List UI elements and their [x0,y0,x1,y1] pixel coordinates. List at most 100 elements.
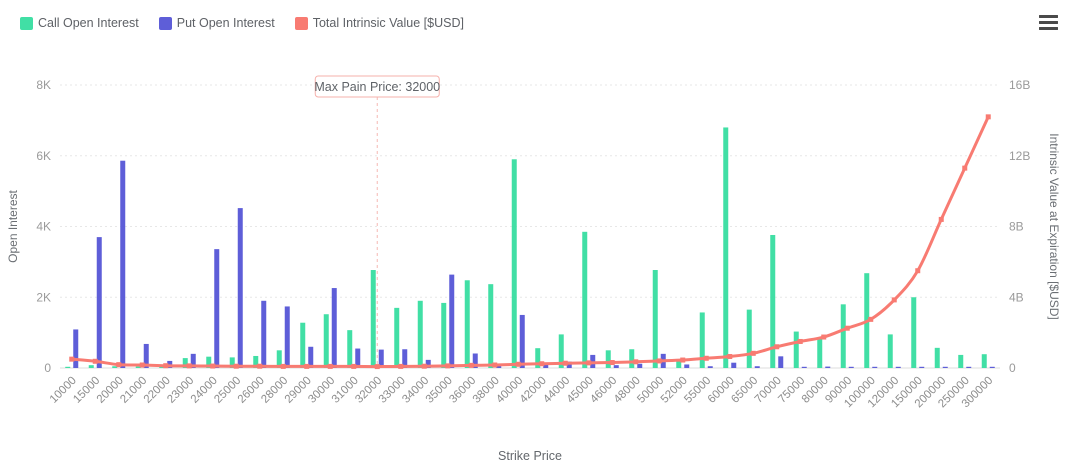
call-oi-bar[interactable] [488,284,494,368]
put-oi-bar[interactable] [308,346,314,368]
put-oi-bar[interactable] [731,362,737,368]
intrinsic-value-point[interactable] [891,297,897,303]
put-oi-bar[interactable] [214,249,220,368]
intrinsic-value-point[interactable] [515,361,521,367]
call-oi-bar[interactable] [394,307,400,368]
intrinsic-value-point[interactable] [727,354,733,360]
call-oi-bar[interactable] [88,365,94,368]
intrinsic-value-point[interactable] [116,362,122,368]
intrinsic-value-point[interactable] [962,165,968,171]
call-oi-bar[interactable] [323,314,329,368]
intrinsic-value-point[interactable] [210,363,216,369]
legend-item-put-open-interest[interactable]: Put Open Interest [158,16,275,30]
call-oi-bar[interactable] [441,302,447,368]
put-oi-bar[interactable] [778,356,784,368]
intrinsic-value-point[interactable] [186,363,192,369]
put-oi-bar[interactable] [402,349,408,368]
total-intrinsic-value-line[interactable] [69,114,991,370]
call-oi-bar[interactable] [370,270,376,368]
put-oi-bar[interactable] [355,348,361,368]
call-oi-bar[interactable] [511,159,517,368]
call-oi-bar[interactable] [347,330,353,368]
call-oi-bar[interactable] [582,231,588,368]
call-oi-bar[interactable] [65,366,71,368]
call-oi-bar[interactable] [253,355,259,368]
intrinsic-value-point[interactable] [69,356,75,362]
call-oi-bar[interactable] [206,356,212,368]
intrinsic-value-point[interactable] [233,363,239,369]
put-oi-bar[interactable] [613,365,619,368]
call-oi-bar[interactable] [112,366,118,368]
call-oi-bar[interactable] [629,349,635,368]
call-oi-bar[interactable] [746,309,752,368]
intrinsic-value-point[interactable] [139,362,145,368]
put-oi-bar[interactable] [966,366,972,368]
intrinsic-value-point[interactable] [562,360,568,366]
intrinsic-value-point[interactable] [327,363,333,369]
call-oi-bar[interactable] [135,366,141,368]
put-oi-bar[interactable] [237,208,243,368]
intrinsic-value-point[interactable] [680,357,686,363]
intrinsic-value-point[interactable] [468,362,474,368]
put-oi-bar[interactable] [872,366,878,368]
legend-item-call-open-interest[interactable]: Call Open Interest [20,16,139,30]
put-oi-bar[interactable] [472,353,478,368]
call-oi-bar[interactable] [605,350,611,368]
intrinsic-value-point[interactable] [633,359,639,365]
intrinsic-value-point[interactable] [398,363,404,369]
put-oi-bar[interactable] [919,366,925,368]
call-oi-bar[interactable] [300,322,306,368]
put-oi-bar[interactable] [519,314,525,368]
put-oi-bar[interactable] [449,274,455,368]
call-oi-bar[interactable] [535,348,541,368]
call-oi-bar[interactable] [840,304,846,368]
put-oi-bar[interactable] [96,237,102,368]
put-oi-bar[interactable] [801,366,807,368]
put-oi-bar[interactable] [73,329,79,368]
call-oi-bar[interactable] [911,297,917,368]
put-oi-bar[interactable] [825,366,831,368]
intrinsic-value-point[interactable] [257,363,263,369]
put-oi-bar[interactable] [331,288,337,368]
call-oi-bar[interactable] [817,338,823,368]
intrinsic-value-point[interactable] [985,114,991,120]
put-oi-bar[interactable] [754,366,760,368]
put-oi-bar[interactable] [684,364,690,368]
call-oi-bar[interactable] [182,358,188,368]
call-oi-bar[interactable] [699,312,705,368]
call-oi-bar[interactable] [652,270,658,368]
put-oi-bar[interactable] [425,359,431,368]
intrinsic-value-point[interactable] [915,268,921,274]
intrinsic-value-point[interactable] [797,338,803,344]
put-oi-bar[interactable] [543,362,549,368]
call-oi-bar[interactable] [229,357,235,368]
intrinsic-value-point[interactable] [421,363,427,369]
put-oi-bar[interactable] [637,363,643,368]
call-oi-bar[interactable] [981,354,987,368]
intrinsic-value-point[interactable] [304,363,310,369]
intrinsic-value-point[interactable] [703,355,709,361]
intrinsic-value-point[interactable] [280,363,286,369]
intrinsic-value-point[interactable] [821,334,827,340]
call-oi-bar[interactable] [417,300,423,368]
put-oi-bar[interactable] [707,366,713,368]
put-oi-bar[interactable] [143,343,149,368]
intrinsic-value-point[interactable] [750,350,756,356]
call-oi-bar[interactable] [276,350,282,368]
intrinsic-value-point[interactable] [92,358,98,364]
call-oi-bar[interactable] [464,280,470,368]
call-oi-bar[interactable] [887,334,893,368]
intrinsic-value-point[interactable] [868,316,874,322]
call-oi-bar[interactable] [676,359,682,368]
put-oi-bar[interactable] [190,353,196,368]
intrinsic-value-point[interactable] [586,360,592,366]
put-oi-bar[interactable] [566,361,572,368]
intrinsic-value-point[interactable] [609,360,615,366]
call-oi-bar[interactable] [793,331,799,368]
intrinsic-value-point[interactable] [938,216,944,222]
intrinsic-value-point[interactable] [656,358,662,364]
call-oi-bar[interactable] [770,234,776,368]
put-oi-bar[interactable] [942,366,948,368]
intrinsic-value-point[interactable] [492,362,498,368]
